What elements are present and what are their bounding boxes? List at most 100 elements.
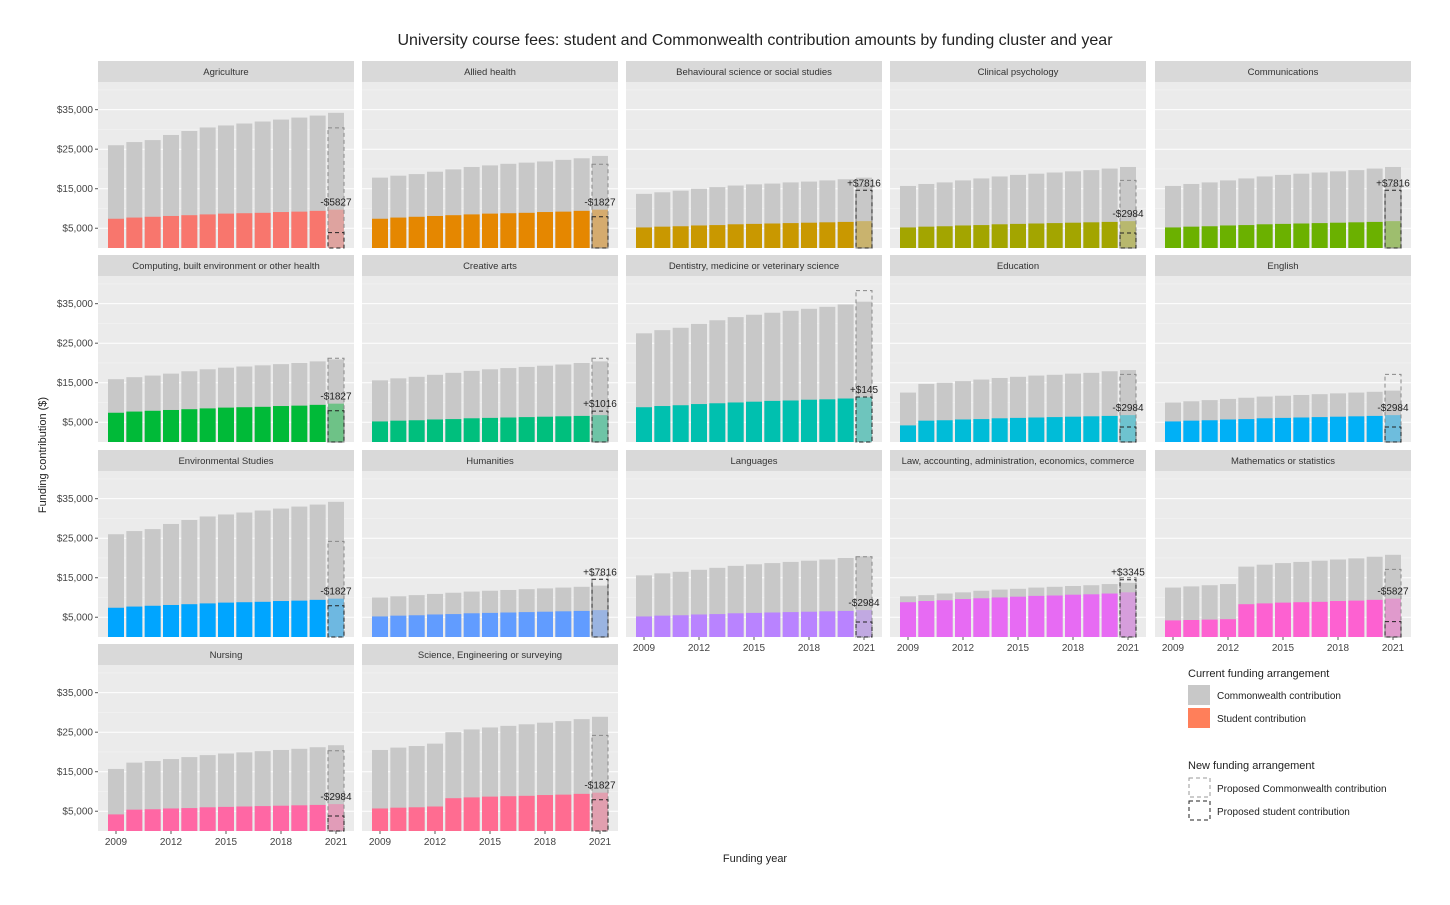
x-axis-title: Funding year [723,853,788,865]
bar-student [518,795,535,831]
panel-strip [1155,61,1411,82]
legend-proposed-commonwealth-label: Proposed Commonwealth contribution [1217,784,1387,795]
bar-student [427,806,443,831]
bar-student [1220,225,1236,248]
bar-student [900,227,916,248]
bar-commonwealth [328,501,344,637]
bar-student [636,227,652,248]
x-tick-label: 2018 [1062,643,1085,654]
panel-english: English -$2984 [1155,255,1411,443]
bar-student [199,603,216,637]
change-label: +$7816 [1376,178,1410,189]
bar-student [555,416,572,442]
bar-student [328,209,344,248]
bar-student [1201,619,1218,637]
bar-student [1293,223,1310,248]
bar-student [819,222,836,248]
bar-student [764,400,781,442]
bar-student [1183,620,1200,637]
bar-student [390,615,407,637]
bar-commonwealth [856,556,872,637]
panel-creative-arts: Creative arts +$1016 [362,255,618,443]
bar-commonwealth [592,585,608,637]
bar-student [126,217,143,248]
y-tick-label: $35,000 [57,494,94,505]
bar-student [537,795,553,831]
bar-student [1330,416,1346,442]
panel-strip-label: Environmental Studies [178,456,273,467]
bar-student [1046,595,1063,637]
bar-student [555,794,572,831]
panel-allied-health: Allied health -$1827 [362,61,618,249]
x-tick-label: 2015 [479,837,502,848]
bar-student [218,806,234,831]
bar-student [500,417,517,442]
bar-student [1366,415,1383,442]
bar-student [1311,417,1328,442]
bar-student [163,409,179,442]
panel-strip-label: Creative arts [463,261,517,272]
x-tick-label: 2018 [1327,643,1350,654]
bar-student [291,805,308,831]
panel-strip-label: Education [997,261,1039,272]
bar-student [408,216,425,248]
bar-student [1120,221,1136,248]
bar-student [764,223,781,248]
bar-student [654,406,671,442]
bar-student [309,210,326,248]
panel-strip [890,255,1146,276]
bar-student [555,611,572,637]
bar-student [163,808,179,831]
bar-student [108,218,124,248]
bar-student [1028,417,1045,442]
bar-proposed-student [1384,426,1402,443]
panel-strip [1155,450,1411,471]
bar-proposed-student [591,578,609,638]
x-tick-label: 2012 [1217,643,1240,654]
bar-student [1366,221,1383,248]
bar-student [654,615,671,637]
bar-student [1256,224,1273,248]
panel-strip-label: Nursing [210,650,243,661]
bar-student [390,217,407,248]
panel-strip-label: English [1267,261,1298,272]
bar-student [918,601,935,637]
bar-commonwealth [592,361,608,442]
bar-student [126,411,143,442]
bar-student [900,602,916,637]
bar-proposed-commonwealth [1119,179,1137,249]
bar-student [236,806,253,831]
panel-strip-label: Allied health [464,67,516,78]
bar-student [1293,417,1310,442]
x-tick-label: 2009 [633,643,656,654]
panel-strip-label: Agriculture [203,67,248,78]
panel-environmental-studies: Environmental Studies -$1827 $5,000 $15,000… [57,450,354,638]
bar-student [482,796,498,831]
bar-student [691,225,707,248]
bar-student [254,406,271,442]
bar-proposed-commonwealth [1384,373,1402,443]
bar-student [445,614,462,637]
panel-strip-label: Communications [1248,67,1319,78]
y-tick-label: $15,000 [57,378,94,389]
bar-student [390,807,407,831]
panel-strip-label: Law, accounting, administration, economi… [902,456,1135,467]
bar-student [273,212,289,248]
bar-student [518,417,535,442]
bar-proposed-commonwealth [1119,373,1137,443]
bar-student [837,221,854,248]
bar-student [218,602,234,637]
change-label: +$145 [850,385,879,396]
bar-student [837,610,854,637]
panel-strip-label: Clinical psychology [978,67,1059,78]
bar-student [1165,421,1181,442]
legend-new-title: New funding arrangement [1188,760,1315,772]
bar-student [801,222,817,248]
bar-student [1201,420,1218,442]
change-label: -$1827 [584,198,616,209]
y-tick-label: $5,000 [62,418,93,429]
bar-student [746,223,762,248]
bar-student [1065,222,1081,248]
panel-strip [890,450,1146,471]
